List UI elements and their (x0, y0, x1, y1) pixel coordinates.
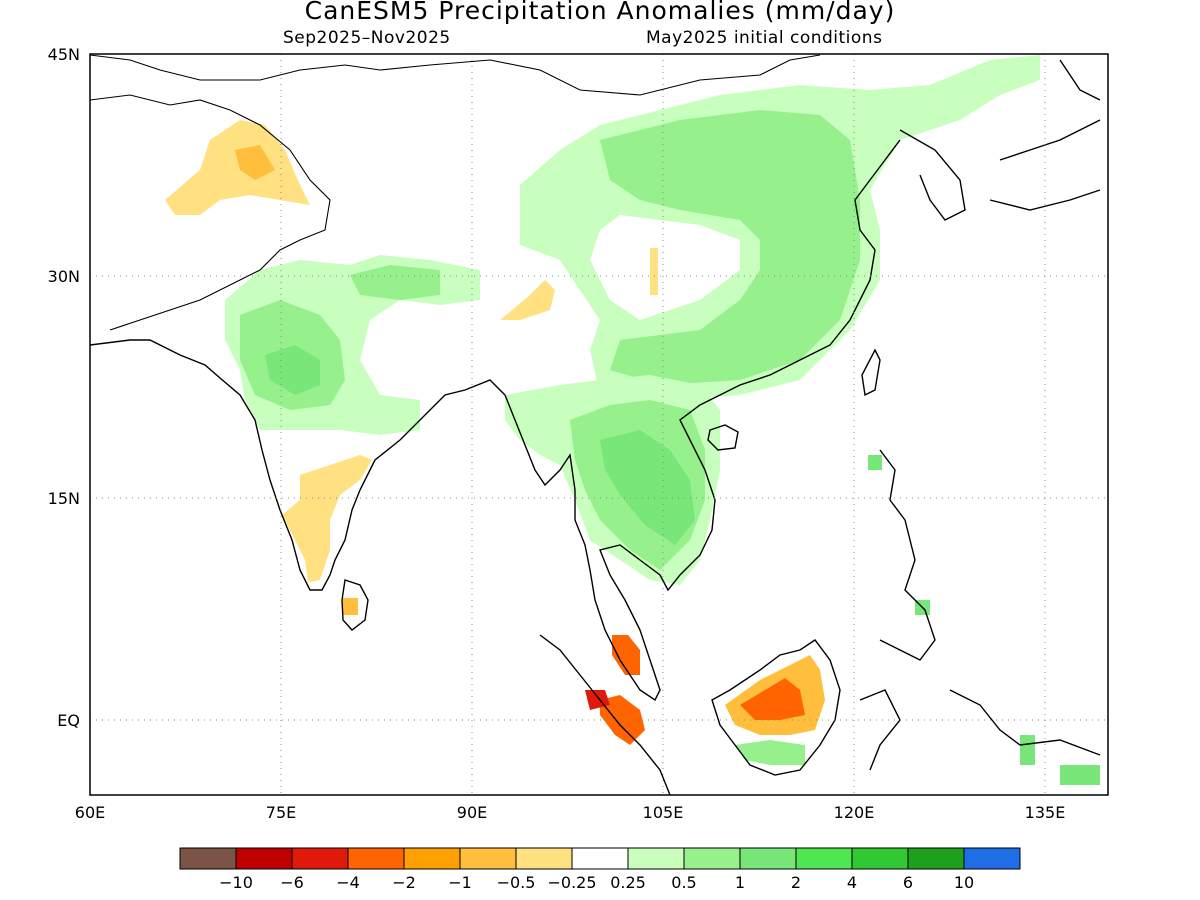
anomaly-region-borneo-drier (740, 678, 805, 720)
colorbar-swatch (907, 847, 965, 870)
anomaly-region-sri-lanka-dry (343, 598, 358, 615)
coastline-borneo (711, 639, 841, 776)
colorbar-label: −4 (336, 873, 360, 892)
colorbar-swatch (851, 847, 909, 870)
lat-tick-label: EQ (57, 711, 80, 730)
anomaly-region-china-white (590, 215, 740, 320)
lon-tick-label: 60E (75, 803, 105, 822)
colorbar-label: 4 (847, 873, 857, 892)
colorbar-label: −6 (280, 873, 304, 892)
lat-tick-label: 45N (48, 45, 80, 64)
chart-title: CanESM5 Precipitation Anomalies (mm/day) (304, 0, 896, 25)
colorbar-label: 1 (735, 873, 745, 892)
colorbar-label: 6 (903, 873, 913, 892)
anomaly-region-malaya-dry (612, 635, 640, 675)
colorbar-swatch (347, 847, 405, 870)
coastline-korea-japan (899, 59, 1101, 221)
longitude-axis: 60E 75E 90E 105E 120E 135E (75, 803, 1066, 822)
colorbar-label: −0.5 (497, 873, 536, 892)
colorbar-label: −1 (448, 873, 472, 892)
colorbar-label: 2 (791, 873, 801, 892)
anomaly-region-kashmir-drier (235, 145, 275, 180)
lon-tick-label: 105E (643, 803, 684, 822)
anomaly-region-tibet-dry (500, 280, 555, 320)
colorbar-swatch (459, 847, 517, 870)
lat-tick-label: 15N (48, 489, 80, 508)
colorbar-swatch (683, 847, 741, 870)
colorbar-label: −0.25 (547, 873, 596, 892)
colorbar-swatch (739, 847, 797, 870)
anomaly-region-sumatra-dry (600, 695, 645, 745)
colorbar-swatch (403, 847, 461, 870)
colorbar (179, 847, 1021, 870)
lat-tick-label: 30N (48, 267, 80, 286)
map-frame (89, 53, 1109, 796)
anomaly-region-new-guinea-wet (1020, 735, 1100, 785)
colorbar-labels: −10 −6 −4 −2 −1 −0.5 −0.25 0.25 0.5 1 2 4 6 10 (219, 873, 974, 892)
colorbar-label: 0.25 (610, 873, 646, 892)
latitude-axis: 45N 30N 15N EQ (48, 45, 80, 730)
colorbar-swatch (571, 847, 629, 870)
coastline-burma-thai (504, 139, 901, 702)
anomaly-region-south-india-dry (282, 455, 372, 582)
anomaly-region-qinghai-dry (650, 248, 658, 295)
anomaly-region-philippines-wet (868, 455, 930, 615)
anomaly-region-sea-strong (600, 430, 695, 545)
coastline-taiwan (861, 348, 881, 397)
border-north (90, 54, 821, 331)
lon-tick-label: 75E (266, 803, 296, 822)
anomaly-region-himalaya-mid (350, 265, 440, 300)
colorbar-label: 10 (954, 873, 974, 892)
coastline-hainan (707, 424, 739, 451)
coastline-sumatra (539, 634, 671, 795)
colorbar-swatch (291, 847, 349, 870)
coastline-india (90, 339, 506, 591)
colorbar-label: 0.5 (671, 873, 696, 892)
colorbar-swatch (963, 847, 1021, 870)
coastline-philippines (879, 449, 936, 661)
colorbar-swatch (235, 847, 293, 870)
anomaly-region-china-mid (600, 110, 860, 385)
coastline-sulawesi-ng (859, 689, 1101, 771)
coastlines (90, 54, 1101, 795)
lon-tick-label: 90E (457, 803, 487, 822)
initial-conditions: May2025 initial conditions (646, 28, 883, 48)
colorbar-swatch (627, 847, 685, 870)
anomaly-region-borneo-wet (735, 740, 805, 765)
colorbar-label: −10 (219, 873, 253, 892)
colorbar-swatch (795, 847, 853, 870)
anomaly-region-kashmir-dry (165, 120, 310, 215)
colorbar-swatch (179, 847, 237, 870)
anomaly-region-india-strong (265, 345, 320, 395)
anomaly-shading (165, 55, 1100, 785)
lon-tick-label: 135E (1025, 803, 1066, 822)
colorbar-label: −2 (392, 873, 416, 892)
forecast-period: Sep2025–Nov2025 (283, 28, 451, 48)
lon-tick-label: 120E (834, 803, 875, 822)
coastline-sri-lanka (341, 579, 369, 631)
colorbar-swatch (515, 847, 573, 870)
